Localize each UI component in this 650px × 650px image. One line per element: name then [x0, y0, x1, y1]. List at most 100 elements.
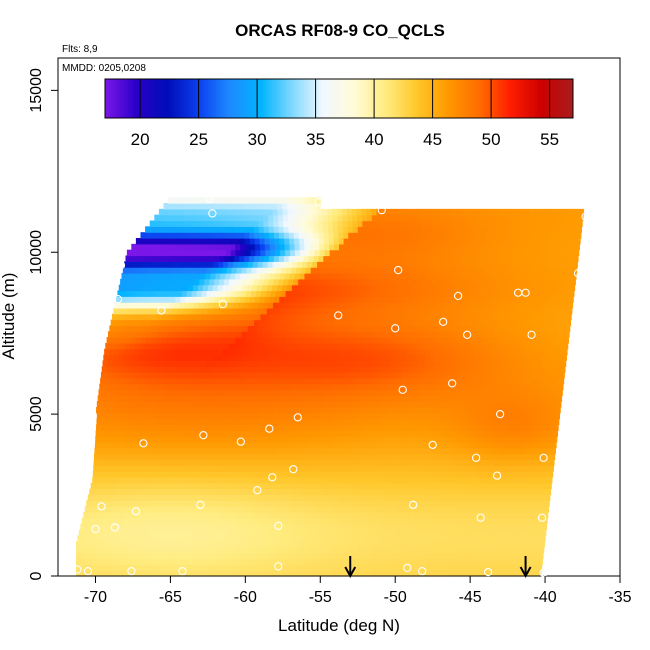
heatmap-cell — [344, 412, 350, 420]
heatmap-cell — [313, 372, 320, 379]
heatmap-cell — [294, 401, 301, 408]
heatmap-cell — [376, 506, 383, 513]
heatmap-cell — [183, 261, 190, 268]
heatmap-cell — [190, 366, 197, 373]
heatmap-cell — [496, 564, 502, 571]
heatmap-cell — [122, 331, 129, 338]
heatmap-cell — [497, 412, 503, 420]
heatmap-cell — [213, 441, 220, 449]
heatmap-cell — [272, 325, 279, 332]
heatmap-cell — [512, 517, 518, 525]
heatmap-cell — [338, 372, 344, 379]
heatmap-cell — [246, 331, 253, 338]
heatmap-cell — [186, 471, 193, 478]
heatmap-cell — [510, 302, 516, 309]
heatmap-cell — [502, 337, 508, 344]
heatmap-cell — [511, 570, 517, 577]
heatmap-cell — [219, 296, 226, 303]
heatmap-cell — [107, 331, 114, 338]
heatmap-cell — [199, 564, 206, 571]
heatmap-cell — [396, 436, 403, 443]
heatmap-cell — [174, 278, 181, 286]
heatmap-cell — [115, 482, 122, 490]
heatmap-cell — [409, 354, 416, 361]
heatmap-cell — [288, 377, 294, 385]
heatmap-cell — [499, 307, 505, 315]
heatmap-cell — [298, 436, 304, 443]
heatmap-cell — [198, 261, 204, 268]
heatmap-cell — [557, 290, 564, 297]
heatmap-cell — [293, 541, 300, 548]
heatmap-cell — [242, 453, 248, 461]
heatmap-cell — [245, 535, 252, 542]
heatmap-cell — [372, 377, 378, 385]
heatmap-cell — [306, 459, 312, 466]
heatmap-cell — [192, 354, 198, 361]
heatmap-cell — [368, 366, 375, 373]
heatmap-cell — [268, 570, 275, 577]
heatmap-cell — [303, 552, 310, 560]
heatmap-cell — [185, 407, 191, 414]
heatmap-cell — [491, 319, 498, 327]
heatmap-cell — [321, 348, 328, 356]
heatmap-cell — [350, 331, 356, 338]
heatmap-cell — [121, 535, 128, 542]
heatmap-cell — [311, 459, 317, 466]
heatmap-cell — [185, 412, 192, 420]
heatmap-cell — [283, 558, 290, 565]
heatmap-cell — [167, 389, 174, 396]
heatmap-cell — [388, 313, 395, 321]
heatmap-cell — [396, 523, 403, 530]
heatmap-cell — [392, 319, 399, 327]
heatmap-cell — [501, 558, 507, 565]
heatmap-cell — [427, 564, 433, 571]
heatmap-cell — [153, 284, 159, 292]
heatmap-cell — [464, 389, 470, 396]
heatmap-cell — [134, 436, 141, 443]
heatmap-cell — [393, 296, 399, 303]
heatmap-cell — [248, 506, 254, 513]
heatmap-cell — [161, 360, 168, 367]
heatmap-cell — [315, 494, 321, 501]
heatmap-cell — [513, 290, 519, 297]
heatmap-cell — [385, 389, 391, 396]
heatmap-cell — [125, 342, 131, 350]
heatmap-cell — [192, 511, 198, 519]
heatmap-cell — [516, 500, 523, 507]
heatmap-cell — [195, 500, 201, 507]
heatmap-cell — [478, 395, 485, 402]
heatmap-cell — [363, 272, 370, 280]
heatmap-cell — [363, 296, 369, 303]
heatmap-cell — [546, 424, 552, 431]
heatmap-cell — [413, 272, 419, 280]
heatmap-cell — [277, 284, 283, 292]
heatmap-cell — [334, 535, 341, 542]
heatmap-cell — [109, 441, 116, 449]
heatmap-cell — [534, 441, 541, 449]
heatmap-cell — [219, 500, 226, 507]
heatmap-cell — [392, 482, 398, 490]
heatmap-cell — [420, 383, 427, 391]
heatmap-cell — [193, 383, 199, 391]
heatmap-cell — [245, 366, 251, 373]
heatmap-cell — [188, 284, 194, 292]
heatmap-cell — [189, 436, 195, 443]
heatmap-cell — [75, 564, 82, 571]
heatmap-cell — [532, 395, 539, 402]
heatmap-cell — [353, 272, 360, 280]
heatmap-cell — [341, 284, 347, 292]
heatmap-cell — [320, 511, 327, 519]
heatmap-cell — [416, 302, 422, 309]
heatmap-cell — [245, 517, 251, 525]
heatmap-cell — [320, 331, 327, 338]
heatmap-cell — [359, 494, 366, 501]
heatmap-cell — [404, 290, 410, 297]
heatmap-cell — [511, 558, 517, 565]
heatmap-cell — [184, 523, 190, 530]
heatmap-cell — [228, 342, 235, 350]
heatmap-cell — [282, 488, 288, 496]
heatmap-cell — [397, 424, 404, 431]
heatmap-cell — [339, 290, 346, 297]
heatmap-cell — [111, 500, 117, 507]
heatmap-cell — [493, 290, 499, 297]
